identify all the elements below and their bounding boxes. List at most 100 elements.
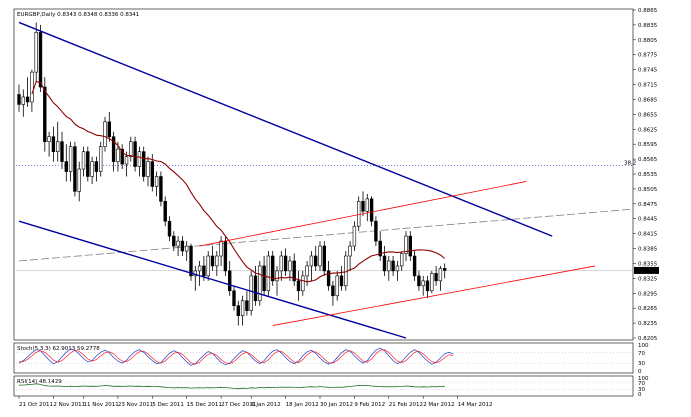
candle-bullish — [103, 121, 107, 147]
y-tick-label: 0.8205 — [638, 336, 658, 342]
candle-bullish — [275, 270, 279, 282]
stoch-tick-label: 0 — [638, 369, 642, 375]
y-tick-label: 0.8625 — [638, 127, 658, 133]
candle-bearish — [180, 240, 185, 252]
candle-bullish — [318, 245, 322, 267]
stoch-layer: 100 70 30 0 — [16, 343, 649, 375]
x-tick-label: 21 Oct 2011 — [19, 402, 53, 408]
candle-bullish — [129, 141, 133, 157]
candle-bearish — [159, 176, 163, 202]
candle-bearish — [228, 270, 232, 292]
rsi-tick-label: 70 — [638, 381, 645, 387]
y-tick-label: 0.8595 — [638, 142, 658, 148]
candle-bullish — [154, 176, 159, 187]
candle-bearish — [25, 96, 30, 103]
candle-bearish — [245, 300, 249, 311]
candle-bearish — [262, 265, 266, 292]
candle-bullish — [421, 280, 425, 287]
moving-average-layer — [31, 80, 446, 283]
stoch-signal-line — [18, 349, 454, 365]
candle-bullish — [55, 141, 60, 152]
candle-bullish — [387, 260, 391, 272]
candle-bullish — [240, 300, 245, 316]
lower-falling-channel-trendline — [18, 220, 407, 339]
candle-bullish — [279, 255, 283, 272]
candle-bearish — [391, 260, 395, 272]
candle-bullish — [365, 198, 369, 212]
candle-bearish — [17, 94, 21, 105]
candle-bearish — [111, 136, 116, 162]
rsi-tick-label: 30 — [638, 387, 645, 393]
candle-bullish — [215, 255, 219, 267]
candle-bearish — [73, 146, 77, 192]
candle-bullish — [30, 71, 34, 103]
candle-bullish — [176, 240, 180, 247]
candle-bullish — [146, 161, 150, 177]
candle-bullish — [356, 201, 361, 227]
long-dashed-trendline — [18, 208, 634, 262]
candle-bullish — [249, 275, 253, 311]
current-price-label: 0.8341 — [637, 268, 656, 274]
candle-bearish — [43, 86, 47, 142]
y-tick-label: 0.8295 — [638, 291, 658, 297]
rsi-tick-label: 100 — [638, 376, 649, 382]
y-tick-label: 0.8655 — [638, 112, 658, 118]
x-tick-label: 6 Jan 2012 — [251, 402, 280, 408]
candle-bullish — [301, 275, 305, 292]
candle-bearish — [339, 275, 344, 287]
candle-bearish — [223, 240, 228, 272]
candle-bearish — [442, 268, 447, 271]
x-tick-label: 27 Dec 2011 — [221, 402, 256, 408]
candle-bearish — [408, 235, 412, 257]
x-tick-label: 2 Nov 2011 — [53, 402, 85, 408]
x-tick-label: 9 Feb 2012 — [354, 402, 385, 408]
x-tick-label: 21 Feb 2012 — [389, 402, 423, 408]
candle-bearish — [326, 270, 331, 287]
candle-bullish — [438, 268, 443, 282]
dashed-trend-layer — [18, 208, 634, 262]
candle-bearish — [64, 161, 69, 172]
candle-bearish — [412, 255, 417, 277]
candle-bearish — [253, 275, 258, 302]
candle-bearish — [210, 255, 215, 267]
candle-bullish — [352, 225, 357, 247]
candle-bearish — [434, 273, 438, 282]
upper-falling-channel-trendline — [18, 21, 553, 237]
candle-bearish — [292, 260, 296, 282]
candle-bullish — [266, 255, 271, 292]
candle-bearish — [296, 280, 301, 292]
candle-bearish — [167, 220, 172, 237]
candle-bullish — [99, 146, 103, 172]
rising-channel-upper-trendline — [199, 181, 527, 247]
y-tick-label: 0.8355 — [638, 261, 658, 267]
rsi-tick-label: 0 — [638, 392, 642, 398]
candle-bullish — [124, 156, 129, 165]
candle-bullish — [335, 275, 339, 297]
candle-bearish — [60, 141, 64, 162]
rsi-panel — [13, 375, 634, 397]
x-tick-label: 23 Nov 2011 — [118, 402, 153, 408]
candle-bearish — [417, 275, 421, 287]
candle-bearish — [270, 255, 275, 282]
main-price-panel — [13, 8, 634, 341]
y-tick-label: 0.8775 — [638, 53, 658, 59]
x-tick-label: 14 Mar 2012 — [458, 402, 493, 408]
candle-bullish — [305, 265, 309, 277]
candle-bearish — [189, 245, 193, 277]
candle-bullish — [116, 148, 120, 162]
y-tick-label: 0.8385 — [638, 247, 658, 253]
candle-bearish — [425, 280, 430, 292]
candle-bullish — [90, 161, 94, 177]
candle-bullish — [185, 245, 189, 252]
candle-bearish — [374, 220, 378, 242]
y-tick-label: 0.8805 — [638, 38, 658, 44]
candle-bearish — [142, 151, 146, 177]
stoch-tick-label: 70 — [638, 351, 645, 357]
candle-bullish — [404, 235, 408, 254]
candle-bullish — [137, 151, 142, 167]
stoch-tick-label: 30 — [638, 361, 645, 367]
candle-bullish — [309, 255, 314, 267]
current-price-marker — [634, 266, 659, 274]
